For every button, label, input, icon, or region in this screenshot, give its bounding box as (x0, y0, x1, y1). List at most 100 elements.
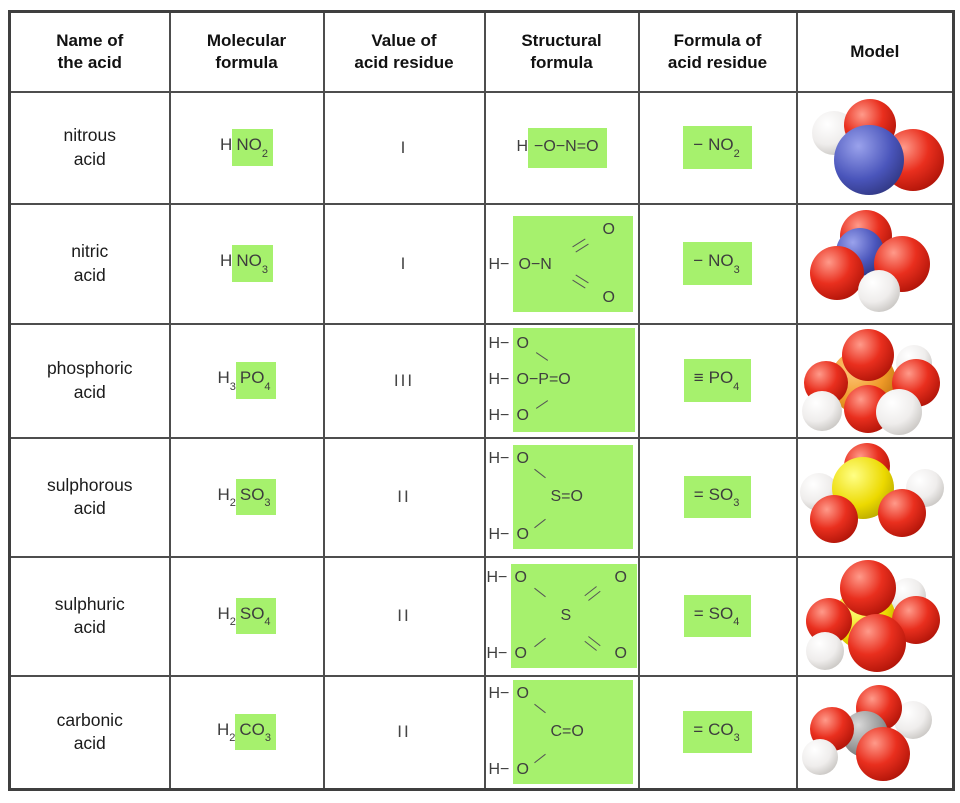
acid-name-line1: phosphoric (46, 358, 133, 379)
molecular-formula: H2 SO4 (217, 597, 276, 635)
residue-sub: 3 (733, 732, 740, 745)
highlight-box (512, 445, 633, 549)
acid-name-cell: carbonic acid (8, 674, 171, 791)
structural-formula-cell: H− O−N O O (483, 202, 640, 325)
acid-name-cell: nitric acid (8, 202, 171, 325)
formula-prefix-sub: 2 (229, 732, 236, 745)
atom-o: O (614, 645, 627, 662)
residue-formula: = CO3 (683, 711, 752, 754)
hydrogen-atom (801, 390, 842, 431)
table-row-nitric: nitric acid H NO3 I H− O−N O O − NO3 (8, 202, 955, 325)
header-model: Model (795, 10, 955, 93)
acid-name-cell: sulphorous acid (8, 436, 171, 558)
molecular-formula-cell: H3 PO4 (168, 322, 325, 439)
header-residue-line2: acid residue (667, 52, 768, 72)
atom-h: H− (488, 406, 510, 424)
atom-o: O (516, 450, 529, 467)
table-row-phosphoric: phosphoric acid H3 PO4 III H− O H− O−P=O H… (8, 322, 955, 439)
acid-name-cell: sulphuric acid (8, 555, 171, 677)
atom-o: O (602, 288, 615, 306)
residue-base: CO (708, 720, 734, 740)
valence-bond-symbol: ≡ (693, 368, 704, 388)
model-cell (795, 322, 955, 439)
valence-cell: I (322, 90, 486, 205)
structural-formula: H− O O S H− O O (486, 564, 637, 668)
molecular-formula-cell: H2 SO4 (168, 555, 325, 677)
formula-prefix: H (220, 251, 233, 271)
highlight-box (512, 215, 633, 312)
highlight-box: SO4 (235, 597, 276, 635)
acid-name-line1: nitric (71, 241, 109, 262)
valence-bond-symbol: = (693, 720, 704, 740)
residue-base: PO (708, 368, 734, 388)
atom-h: H (516, 137, 529, 155)
molecule-model-h2co3 (800, 678, 950, 788)
molecular-formula-cell: H NO2 (168, 90, 325, 205)
residue-formula-cell: − NO3 (637, 202, 798, 325)
oxygen-atom (855, 727, 910, 782)
residue-sub: 3 (733, 497, 740, 510)
highlight-box: NO3 (232, 245, 273, 282)
residue-sub: 2 (733, 147, 740, 160)
header-residue: Formula of acid residue (637, 10, 798, 93)
molecular-formula: H2 CO3 (217, 714, 277, 751)
structural-formula-cell: H− O O S H− O O (483, 555, 640, 677)
bond-chain: C=O (550, 723, 584, 741)
residue-formula-cell: − NO2 (637, 90, 798, 205)
valence-bond-symbol: − (693, 135, 704, 155)
formula-residue-sub: 4 (264, 616, 271, 629)
molecular-formula: H NO3 (220, 245, 273, 282)
acid-name-line1: carbonic (56, 710, 123, 731)
hydrogen-atom (875, 388, 922, 435)
structural-formula-cell: H− O H− O−P=O H− O (483, 322, 640, 439)
valence-value: II (397, 606, 411, 625)
formula-prefix-sub: 2 (229, 497, 236, 510)
highlight-box: CO3 (235, 714, 277, 751)
molecule-model-h3po4 (800, 326, 950, 436)
molecule-model-h2so4 (800, 559, 950, 674)
molecular-formula-cell: H2 CO3 (168, 674, 325, 791)
molecule-model-h2so3 (799, 443, 950, 551)
header-molecular: Molecular formula (168, 10, 325, 93)
valence-value: III (393, 370, 415, 390)
oxygen-atom (847, 614, 906, 672)
hydrogen-atom (801, 739, 838, 776)
hydrogen-atom (805, 632, 844, 670)
acid-name-line1: sulphuric (54, 593, 125, 614)
model-cell (795, 90, 955, 205)
oxygen-atom (839, 560, 896, 616)
atom-h: H− (488, 450, 510, 467)
formula-residue-sub: 3 (264, 732, 272, 745)
formula-prefix: H (217, 603, 230, 623)
header-row: Name of the acid Molecular formula Value o… (8, 10, 955, 93)
valence-value: I (400, 137, 408, 157)
header-structural: Structural formula (483, 10, 640, 93)
valence-cell: III (322, 322, 486, 439)
residue-formula-cell: = SO4 (637, 555, 798, 677)
residue-formula: = SO3 (683, 475, 752, 519)
valence-cell: I (322, 202, 486, 325)
molecule-model-hno2 (800, 95, 950, 201)
acid-name-line1: sulphorous (46, 474, 133, 495)
atom-h: H− (486, 645, 508, 662)
acids-reference-page: Name of the acid Molecular formula Value o… (8, 10, 955, 791)
atom-s: S (560, 607, 572, 624)
residue-formula: ≡ PO4 (683, 359, 752, 402)
atom-h: H− (488, 685, 510, 703)
residue-sub: 3 (733, 263, 740, 276)
valence-bond-symbol: = (693, 603, 704, 623)
valence-bond-symbol: = (693, 484, 704, 504)
acid-name-line2: acid (73, 617, 106, 637)
residue-formula: = SO4 (683, 594, 752, 638)
formula-residue-part: CO (239, 720, 265, 740)
formula-residue-sub: 3 (264, 497, 271, 510)
acid-name-line1: nitrous (63, 125, 117, 146)
atom-o: O (602, 220, 615, 238)
residue-formula-cell: = CO3 (637, 674, 798, 791)
formula-residue-part: SO (239, 484, 265, 504)
valence-cell: II (322, 674, 486, 791)
valence-cell: II (322, 436, 486, 558)
formula-prefix-sub: 3 (229, 380, 236, 393)
atom-h: H− (486, 569, 508, 586)
acid-name-cell: phosphoric acid (8, 322, 171, 439)
